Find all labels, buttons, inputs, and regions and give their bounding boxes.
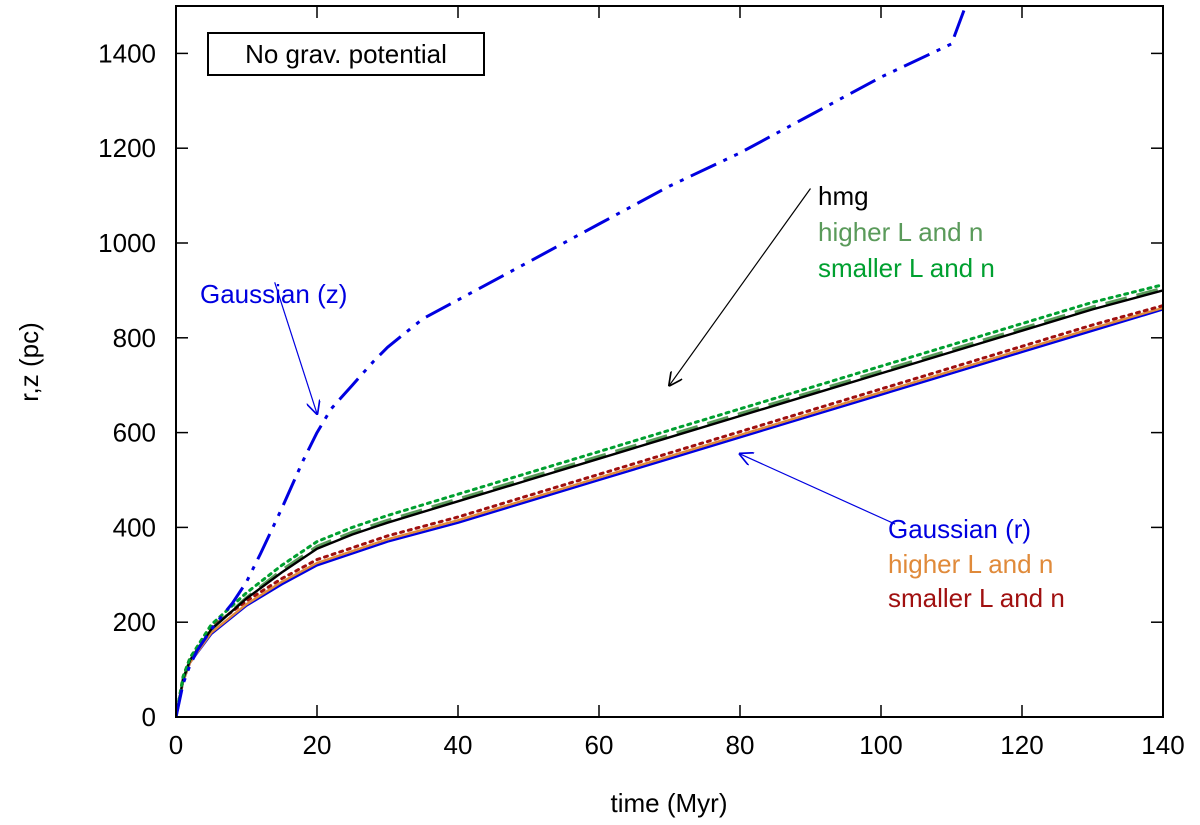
legend-group-bottom: Gaussian (r) higher L and n smaller L an…: [888, 514, 1065, 613]
annotation-arrows: [274, 188, 896, 525]
annotation-arrow-2: [670, 188, 811, 385]
legend-label-gaussian-r-higher: higher L and n: [888, 549, 1053, 579]
ticks-layer: 0 20 40 60 80 100 120 1400200400600800100012001…: [98, 6, 1185, 760]
y-tick-label: 1400: [98, 38, 156, 68]
y-tick-label: 0: [142, 702, 156, 732]
y-tick-label: 1200: [98, 133, 156, 163]
x-tick-label: 60: [585, 730, 614, 760]
y-tick-label: 400: [113, 512, 156, 542]
series-line-5: [176, 306, 1163, 717]
y-tick-label: 200: [113, 607, 156, 637]
legend-label-gaussian-r-smaller: smaller L and n: [888, 583, 1065, 613]
y-tick-label: 600: [113, 418, 156, 448]
x-axis-label: time (Myr): [611, 788, 728, 818]
annotation-arrow-0: [274, 282, 317, 413]
plot-frame: [175, 5, 1164, 718]
x-tick-label: 120: [1000, 730, 1043, 760]
x-tick-label: 0: [169, 730, 183, 760]
x-tick-label: 140: [1141, 730, 1184, 760]
series-line-6: [176, 304, 1163, 717]
legend-label-hmg-higher: higher L and n: [818, 217, 983, 247]
y-tick-label: 1000: [98, 228, 156, 258]
annotation-gaussian-z: Gaussian (z): [200, 279, 347, 309]
x-tick-label: 20: [303, 730, 332, 760]
legend-label-hmg-smaller: smaller L and n: [818, 253, 995, 283]
series-layer: [176, 6, 1163, 717]
series-line-3: [176, 283, 1163, 717]
series-line-1: [176, 289, 1163, 717]
legend-label-gaussian-r: Gaussian (r): [888, 514, 1031, 544]
legend-label-hmg: hmg: [818, 181, 869, 211]
legend-group-top: hmg higher L and n smaller L and n: [818, 181, 995, 283]
series-line-0: [176, 6, 968, 717]
x-tick-label: 80: [726, 730, 755, 760]
x-tick-label: 100: [859, 730, 902, 760]
annotation-arrow-1: [740, 454, 896, 525]
y-tick-label: 800: [113, 323, 156, 353]
inset-label: No grav. potential: [245, 39, 447, 69]
inset-label-box: No grav. potential: [207, 32, 485, 76]
y-axis-label: r,z (pc): [14, 322, 44, 401]
x-tick-label: 40: [444, 730, 473, 760]
